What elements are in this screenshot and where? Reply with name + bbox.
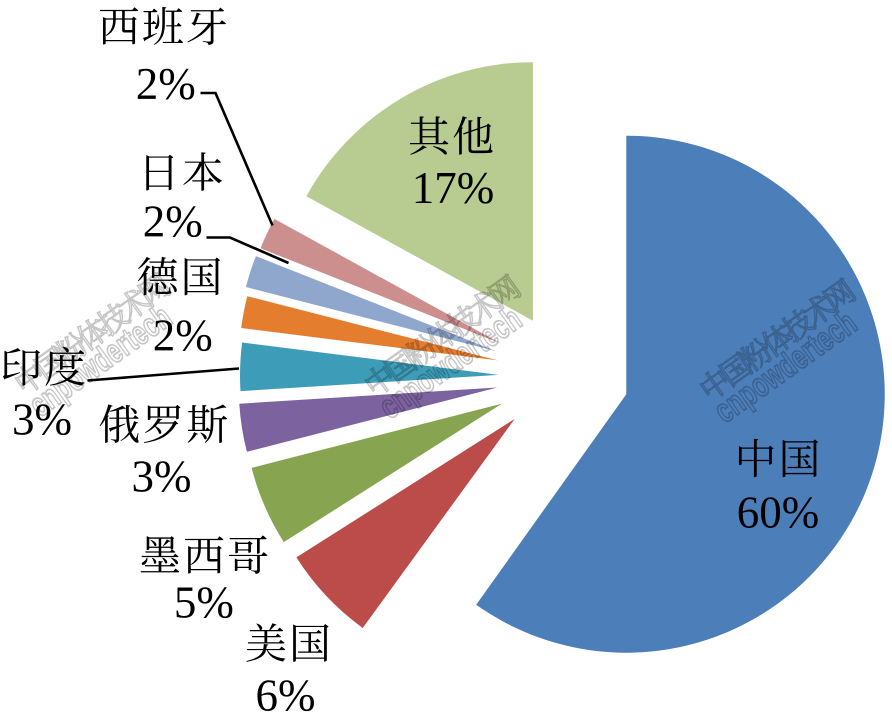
svg-text:5%: 5% [174,578,234,628]
svg-text:2%: 2% [136,59,196,109]
svg-text:2%: 2% [153,310,213,360]
svg-text:3%: 3% [12,394,72,444]
svg-text:60%: 60% [737,488,820,538]
svg-text:6%: 6% [256,670,316,714]
svg-text:17%: 17% [412,163,495,213]
svg-text:2%: 2% [143,197,203,247]
svg-text:3%: 3% [132,452,192,502]
